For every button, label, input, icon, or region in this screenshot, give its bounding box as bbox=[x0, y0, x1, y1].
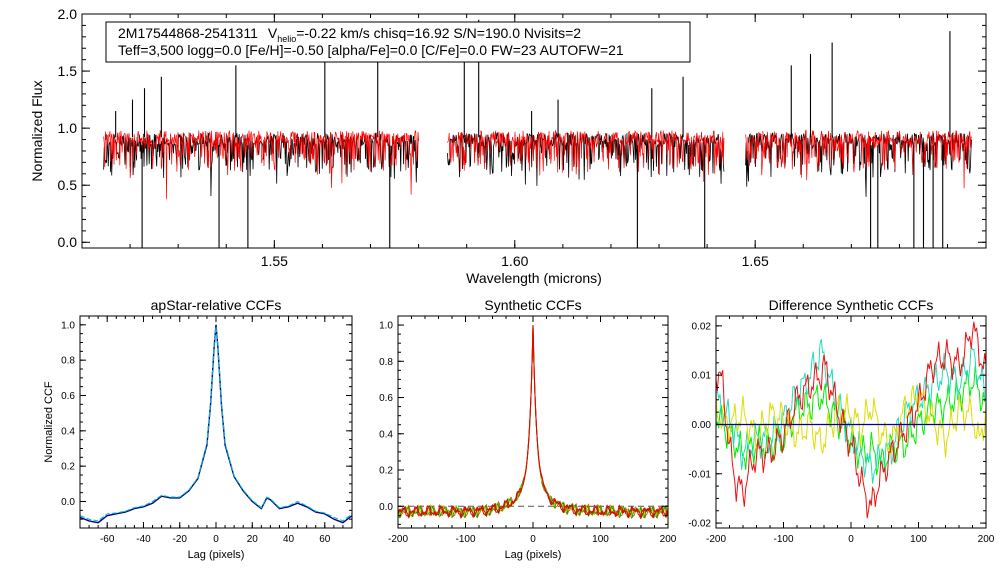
y-tick-label: 0.0 bbox=[58, 234, 78, 250]
x-tick-label: -200 bbox=[706, 534, 726, 545]
annotation-vhelio-values: =-0.22 km/s chisq=16.92 S/N=190.0 Nvisit… bbox=[296, 25, 581, 41]
annotation-star-id: 2M17544868-2541311 bbox=[118, 25, 258, 41]
y-tick-label: 0.00 bbox=[692, 420, 712, 431]
diff-line-diff-2 bbox=[715, 339, 987, 484]
ccf-line-template-4 bbox=[397, 325, 669, 520]
y-tick-label: 1.0 bbox=[379, 321, 393, 332]
y-tick-label: 0.8 bbox=[379, 357, 393, 368]
ccf-line-template-5 bbox=[397, 325, 669, 520]
synthetic-ccf-frame bbox=[397, 315, 669, 529]
synthetic-ccf-xlabel: Lag (pixels) bbox=[505, 549, 562, 561]
x-tick-label: 20 bbox=[247, 534, 259, 545]
diff-line-diff-4 bbox=[715, 321, 987, 519]
apstar-ccf-xlabel: Lag (pixels) bbox=[188, 549, 245, 561]
y-tick-label: 2.0 bbox=[58, 6, 78, 22]
difference-ccf-ticks: -200 -100 0 100 200 -0.02 -0.01 0.00 0.01 0.02 bbox=[688, 316, 995, 545]
difference-ccf-panel: -200 -100 0 100 200 -0.02 -0.01 0.00 0.01 0.02 Di… bbox=[688, 297, 995, 545]
x-tick-label: -200 bbox=[388, 534, 408, 545]
y-tick-label: -0.02 bbox=[688, 519, 711, 530]
spectrum-panel: 1.55 1.60 1.65 0.0 0.5 1.0 1.5 2.0 Wavelength (… bbox=[29, 6, 987, 286]
y-tick-label: 1.5 bbox=[58, 63, 78, 79]
spectrum-line-model bbox=[103, 129, 972, 200]
annotation-line-2: Teff=3,500 logg=0.0 [Fe/H]=-0.50 [alpha/… bbox=[118, 42, 624, 58]
y-tick-label: 0.4 bbox=[61, 426, 75, 437]
x-tick-label: -20 bbox=[173, 534, 188, 545]
annotation-box bbox=[105, 21, 691, 63]
x-tick-label: 0 bbox=[848, 534, 854, 545]
x-tick-label: -40 bbox=[136, 534, 151, 545]
y-tick-label: 0.0 bbox=[61, 497, 75, 508]
y-tick-label: 0.5 bbox=[58, 177, 78, 193]
y-tick-label: 1.0 bbox=[58, 120, 78, 136]
y-tick-label: 0.6 bbox=[61, 391, 75, 402]
annotation-vhelio-subscript: helio bbox=[277, 34, 296, 44]
x-tick-label: 0 bbox=[213, 534, 219, 545]
x-tick-label: 100 bbox=[592, 534, 609, 545]
y-tick-label: 0.01 bbox=[692, 371, 712, 382]
y-tick-label: 0.02 bbox=[692, 321, 712, 332]
apstar-ccf-panel: -60 -40 -20 0 20 40 60 0.0 0.2 0.4 0.6 0.8 1.0 apSta… bbox=[43, 297, 353, 561]
ccf-line-visit-1 bbox=[79, 324, 353, 524]
difference-ccf-series bbox=[715, 321, 987, 519]
x-tick-label: -100 bbox=[455, 534, 475, 545]
y-tick-label: -0.01 bbox=[688, 469, 711, 480]
spectrum-plot-frame bbox=[81, 13, 987, 249]
x-tick-label: -60 bbox=[100, 534, 115, 545]
spectrum-ylabel: Normalized Flux bbox=[29, 80, 45, 181]
ccf-line-template-2 bbox=[397, 325, 669, 520]
apstar-ccf-title: apStar-relative CCFs bbox=[151, 297, 282, 313]
synthetic-ccf-series bbox=[397, 325, 669, 520]
x-tick-label: 0 bbox=[530, 534, 536, 545]
synthetic-ccf-ticks: -200 -100 0 100 200 0.0 0.2 0.4 0.6 0.8 1.0 bbox=[379, 315, 677, 545]
x-tick-label: 40 bbox=[283, 534, 295, 545]
x-tick-label: -100 bbox=[773, 534, 793, 545]
spectrum-annotation: 2M17544868-2541311 Vhelio=-0.22 km/s chis… bbox=[105, 21, 691, 63]
y-tick-label: 0.0 bbox=[379, 502, 393, 513]
apstar-ccf-ticks: -60 -40 -20 0 20 40 60 0.0 0.2 0.4 0.6 0.8 1.0 bbox=[61, 315, 353, 545]
synthetic-ccf-title: Synthetic CCFs bbox=[484, 297, 581, 313]
annotation-vhelio-prefix: V bbox=[268, 25, 278, 41]
diff-line-diff-1 bbox=[715, 365, 987, 476]
difference-ccf-title: Difference Synthetic CCFs bbox=[769, 297, 934, 313]
x-tick-label: 100 bbox=[910, 534, 927, 545]
y-tick-label: 0.8 bbox=[61, 356, 75, 367]
ccf-line-template-3 bbox=[397, 325, 669, 519]
x-tick-label: 200 bbox=[660, 534, 677, 545]
x-tick-label: 1.55 bbox=[261, 253, 288, 269]
y-tick-label: 0.2 bbox=[61, 462, 75, 473]
ccf-line-visit-2 bbox=[79, 326, 353, 522]
annotation-line-1: 2M17544868-2541311 Vhelio=-0.22 km/s chis… bbox=[118, 25, 581, 44]
spectrum-xlabel: Wavelength (microns) bbox=[466, 270, 602, 286]
spectrum-axis-ticks: 1.55 1.60 1.65 0.0 0.5 1.0 1.5 2.0 bbox=[58, 6, 986, 269]
x-tick-label: 1.65 bbox=[742, 253, 769, 269]
x-tick-label: 1.60 bbox=[501, 253, 528, 269]
y-tick-label: 0.6 bbox=[379, 393, 393, 404]
x-tick-label: 60 bbox=[319, 534, 331, 545]
apstar-ccf-frame bbox=[79, 315, 353, 529]
apstar-ccf-ylabel: Normalized CCF bbox=[43, 381, 55, 463]
synthetic-ccf-panel: -200 -100 0 100 200 0.0 0.2 0.4 0.6 0.8 1.0 Synthe… bbox=[379, 297, 677, 561]
apstar-ccf-series bbox=[79, 324, 353, 524]
y-tick-label: 1.0 bbox=[61, 320, 75, 331]
y-tick-label: 0.2 bbox=[379, 466, 393, 477]
y-tick-label: 0.4 bbox=[379, 429, 393, 440]
x-tick-label: 200 bbox=[978, 534, 995, 545]
ccf-line-template-1 bbox=[397, 325, 669, 520]
